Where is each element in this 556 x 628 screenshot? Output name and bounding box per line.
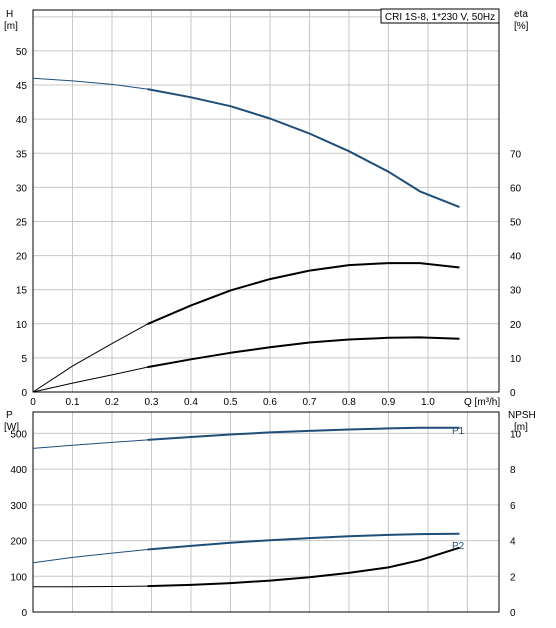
top-series-0-line — [147, 88, 460, 209]
top-left-axis-unit: [m] — [4, 21, 18, 32]
x-tick-label-3: 0.3 — [145, 397, 159, 408]
bottom-left-tick-2: 200 — [10, 537, 27, 548]
chart-title-box — [380, 8, 500, 24]
top-right-tick-2: 20 — [510, 320, 522, 331]
x-tick-label-7: 0.7 — [302, 397, 316, 408]
bottom-plot-frame — [32, 411, 500, 613]
top-right-tick-0: 0 — [510, 388, 516, 399]
top-left-tick-5: 25 — [16, 217, 28, 228]
bottom-series-2-thin — [33, 585, 148, 588]
bottom-right-tick-1: 2 — [510, 572, 516, 583]
bottom-series-2-line — [147, 546, 460, 588]
top-right-tick-6: 60 — [510, 183, 522, 194]
bottom-series-0-line — [147, 426, 460, 441]
series-label-p1: P1 — [452, 426, 465, 437]
top-series-1-line — [147, 262, 460, 326]
top-left-tick-10: 50 — [16, 47, 28, 58]
top-left-tick-3: 15 — [16, 286, 28, 297]
top-left-tick-0: 0 — [21, 388, 27, 399]
top-left-tick-2: 10 — [16, 320, 28, 331]
x-tick-label-0: 0 — [30, 397, 36, 408]
bottom-left-axis-unit: [W] — [4, 422, 19, 433]
x-tick-label-9: 0.9 — [381, 397, 395, 408]
top-plot-frame — [32, 9, 500, 393]
top-right-axis-unit: [%] — [514, 21, 529, 32]
x-tick-label-8: 0.8 — [342, 397, 356, 408]
top-right-tick-7: 70 — [510, 149, 522, 160]
bottom-right-tick-2: 4 — [510, 537, 516, 548]
top-left-tick-8: 40 — [16, 115, 28, 126]
top-left-tick-1: 5 — [21, 354, 27, 365]
x-tick-label-5: 0.5 — [224, 397, 238, 408]
bottom-right-tick-0: 0 — [510, 608, 516, 619]
bottom-right-axis-label: NPSH — [508, 410, 536, 421]
chart-labels: 0 0.1 0.2 0.3 0.4 0.5 0.6 0.7 0.8 0.9 1.0051015202… — [10, 47, 521, 619]
bottom-left-tick-5: 500 — [10, 429, 27, 440]
chart-title: CRI 1S-8, 1*230 V, 50Hz — [385, 12, 495, 23]
bottom-left-tick-3: 300 — [10, 501, 27, 512]
top-left-tick-7: 35 — [16, 149, 28, 160]
top-series-0-thin — [32, 77, 148, 90]
bottom-series-0-thin — [32, 439, 148, 449]
bottom-right-tick-3: 6 — [510, 501, 516, 512]
top-right-tick-1: 10 — [510, 354, 522, 365]
bottom-left-tick-0: 0 — [21, 608, 27, 619]
bottom-chart-series — [32, 426, 460, 588]
top-series-1-thin — [32, 323, 148, 393]
top-right-tick-3: 30 — [510, 286, 522, 297]
top-left-tick-4: 20 — [16, 252, 28, 263]
top-series-2-line — [147, 336, 460, 369]
top-right-tick-4: 40 — [510, 252, 522, 263]
bottom-chart-grid — [32, 411, 500, 613]
bottom-right-tick-4: 8 — [510, 465, 516, 476]
bottom-left-tick-1: 100 — [10, 572, 27, 583]
top-right-tick-5: 50 — [510, 217, 522, 228]
x-tick-label-4: 0.4 — [184, 397, 198, 408]
x-axis-label: Q [m³/h] — [464, 397, 500, 408]
x-tick-label-6: 0.6 — [263, 397, 277, 408]
top-series-2-thin — [32, 366, 148, 393]
top-left-tick-6: 30 — [16, 183, 28, 194]
x-tick-label-10: 1.0 — [421, 397, 435, 408]
x-tick-label-2: 0.2 — [105, 397, 119, 408]
bottom-series-1-line — [147, 532, 460, 551]
top-left-axis-label: H — [6, 9, 13, 20]
top-chart-grid — [32, 9, 500, 393]
top-chart-series — [32, 77, 460, 393]
bottom-series-1-thin — [32, 549, 148, 564]
x-tick-label-1: 0.1 — [66, 397, 80, 408]
bottom-right-axis-unit: [m] — [514, 422, 528, 433]
top-left-tick-9: 45 — [16, 81, 28, 92]
bottom-left-axis-label: P — [6, 410, 13, 421]
series-label-p2: P2 — [452, 541, 465, 552]
top-right-axis-label: eta — [514, 9, 528, 20]
bottom-left-tick-4: 400 — [10, 465, 27, 476]
bottom-right-tick-5: 10 — [510, 429, 522, 440]
